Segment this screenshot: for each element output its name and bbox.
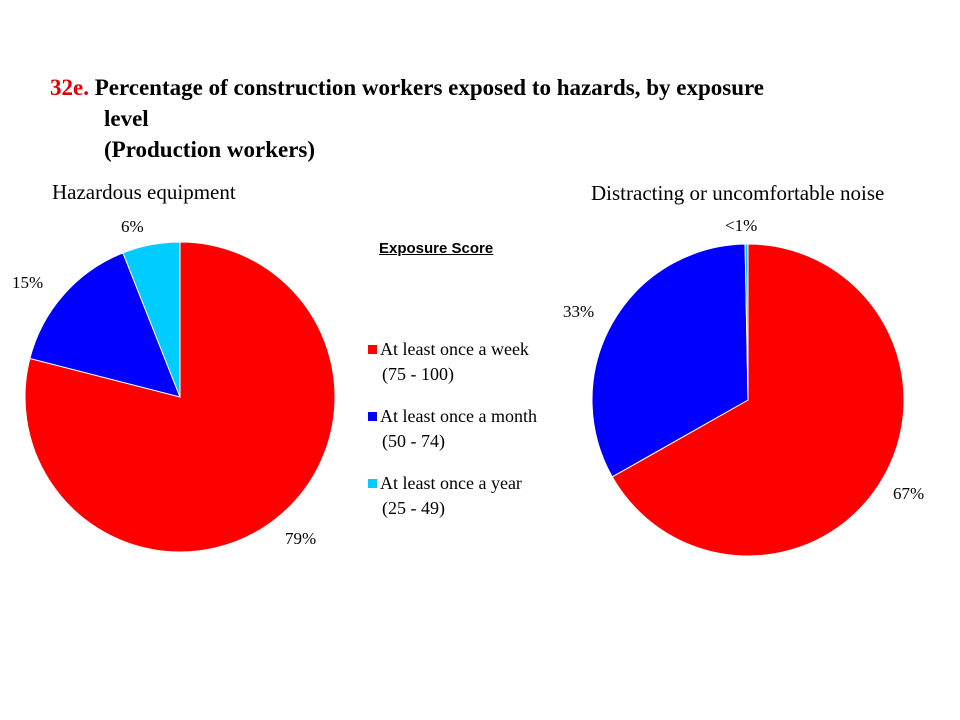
pie2-label-year: <1% xyxy=(725,216,758,235)
pie2-label-week: 67% xyxy=(893,484,925,503)
figure-number: 32e. xyxy=(50,75,89,100)
pie2-slice-week xyxy=(611,243,905,557)
legend-swatch-year xyxy=(368,479,377,488)
legend-range-week: (75 - 100) xyxy=(382,364,454,384)
legend-range-year: (25 - 49) xyxy=(382,498,445,518)
legend-item-week: At least once a week (75 - 100) xyxy=(368,337,598,387)
legend: Exposure Score At least once a week (75 … xyxy=(368,240,598,538)
pie-noise-title: Distracting or uncomfortable noise xyxy=(591,181,885,205)
pie2-slice-month xyxy=(591,243,749,478)
page-title: 32e. Percentage of construction workers … xyxy=(50,72,930,165)
pie-noise xyxy=(591,243,905,557)
pie1-label-month: 15% xyxy=(12,273,44,292)
pie1-label-year: 6% xyxy=(121,217,144,236)
pie1-slice-month xyxy=(29,252,181,398)
pie2-label-month: 33% xyxy=(563,302,595,321)
legend-swatch-week xyxy=(368,345,377,354)
title-line-1: Percentage of construction workers expos… xyxy=(94,75,764,100)
legend-label-year: At least once a year xyxy=(380,473,522,493)
pie2-slice-year xyxy=(744,243,749,401)
pie1-slice-year xyxy=(122,241,181,398)
pie-hazardous-equipment xyxy=(24,241,336,553)
pie1-label-week: 79% xyxy=(285,529,317,548)
legend-range-month: (50 - 74) xyxy=(382,431,445,451)
title-line-3: (Production workers) xyxy=(104,137,316,162)
legend-label-month: At least once a month xyxy=(380,406,537,426)
legend-title: Exposure Score xyxy=(379,240,494,257)
pie1-slice-week xyxy=(24,241,336,553)
legend-item-year: At least once a year (25 - 49) xyxy=(368,471,598,521)
legend-swatch-month xyxy=(368,412,377,421)
legend-label-week: At least once a week xyxy=(380,339,529,359)
title-line-2: level xyxy=(104,106,149,131)
legend-item-month: At least once a month (50 - 74) xyxy=(368,404,598,454)
pie-hazardous-equipment-title: Hazardous equipment xyxy=(52,180,236,204)
